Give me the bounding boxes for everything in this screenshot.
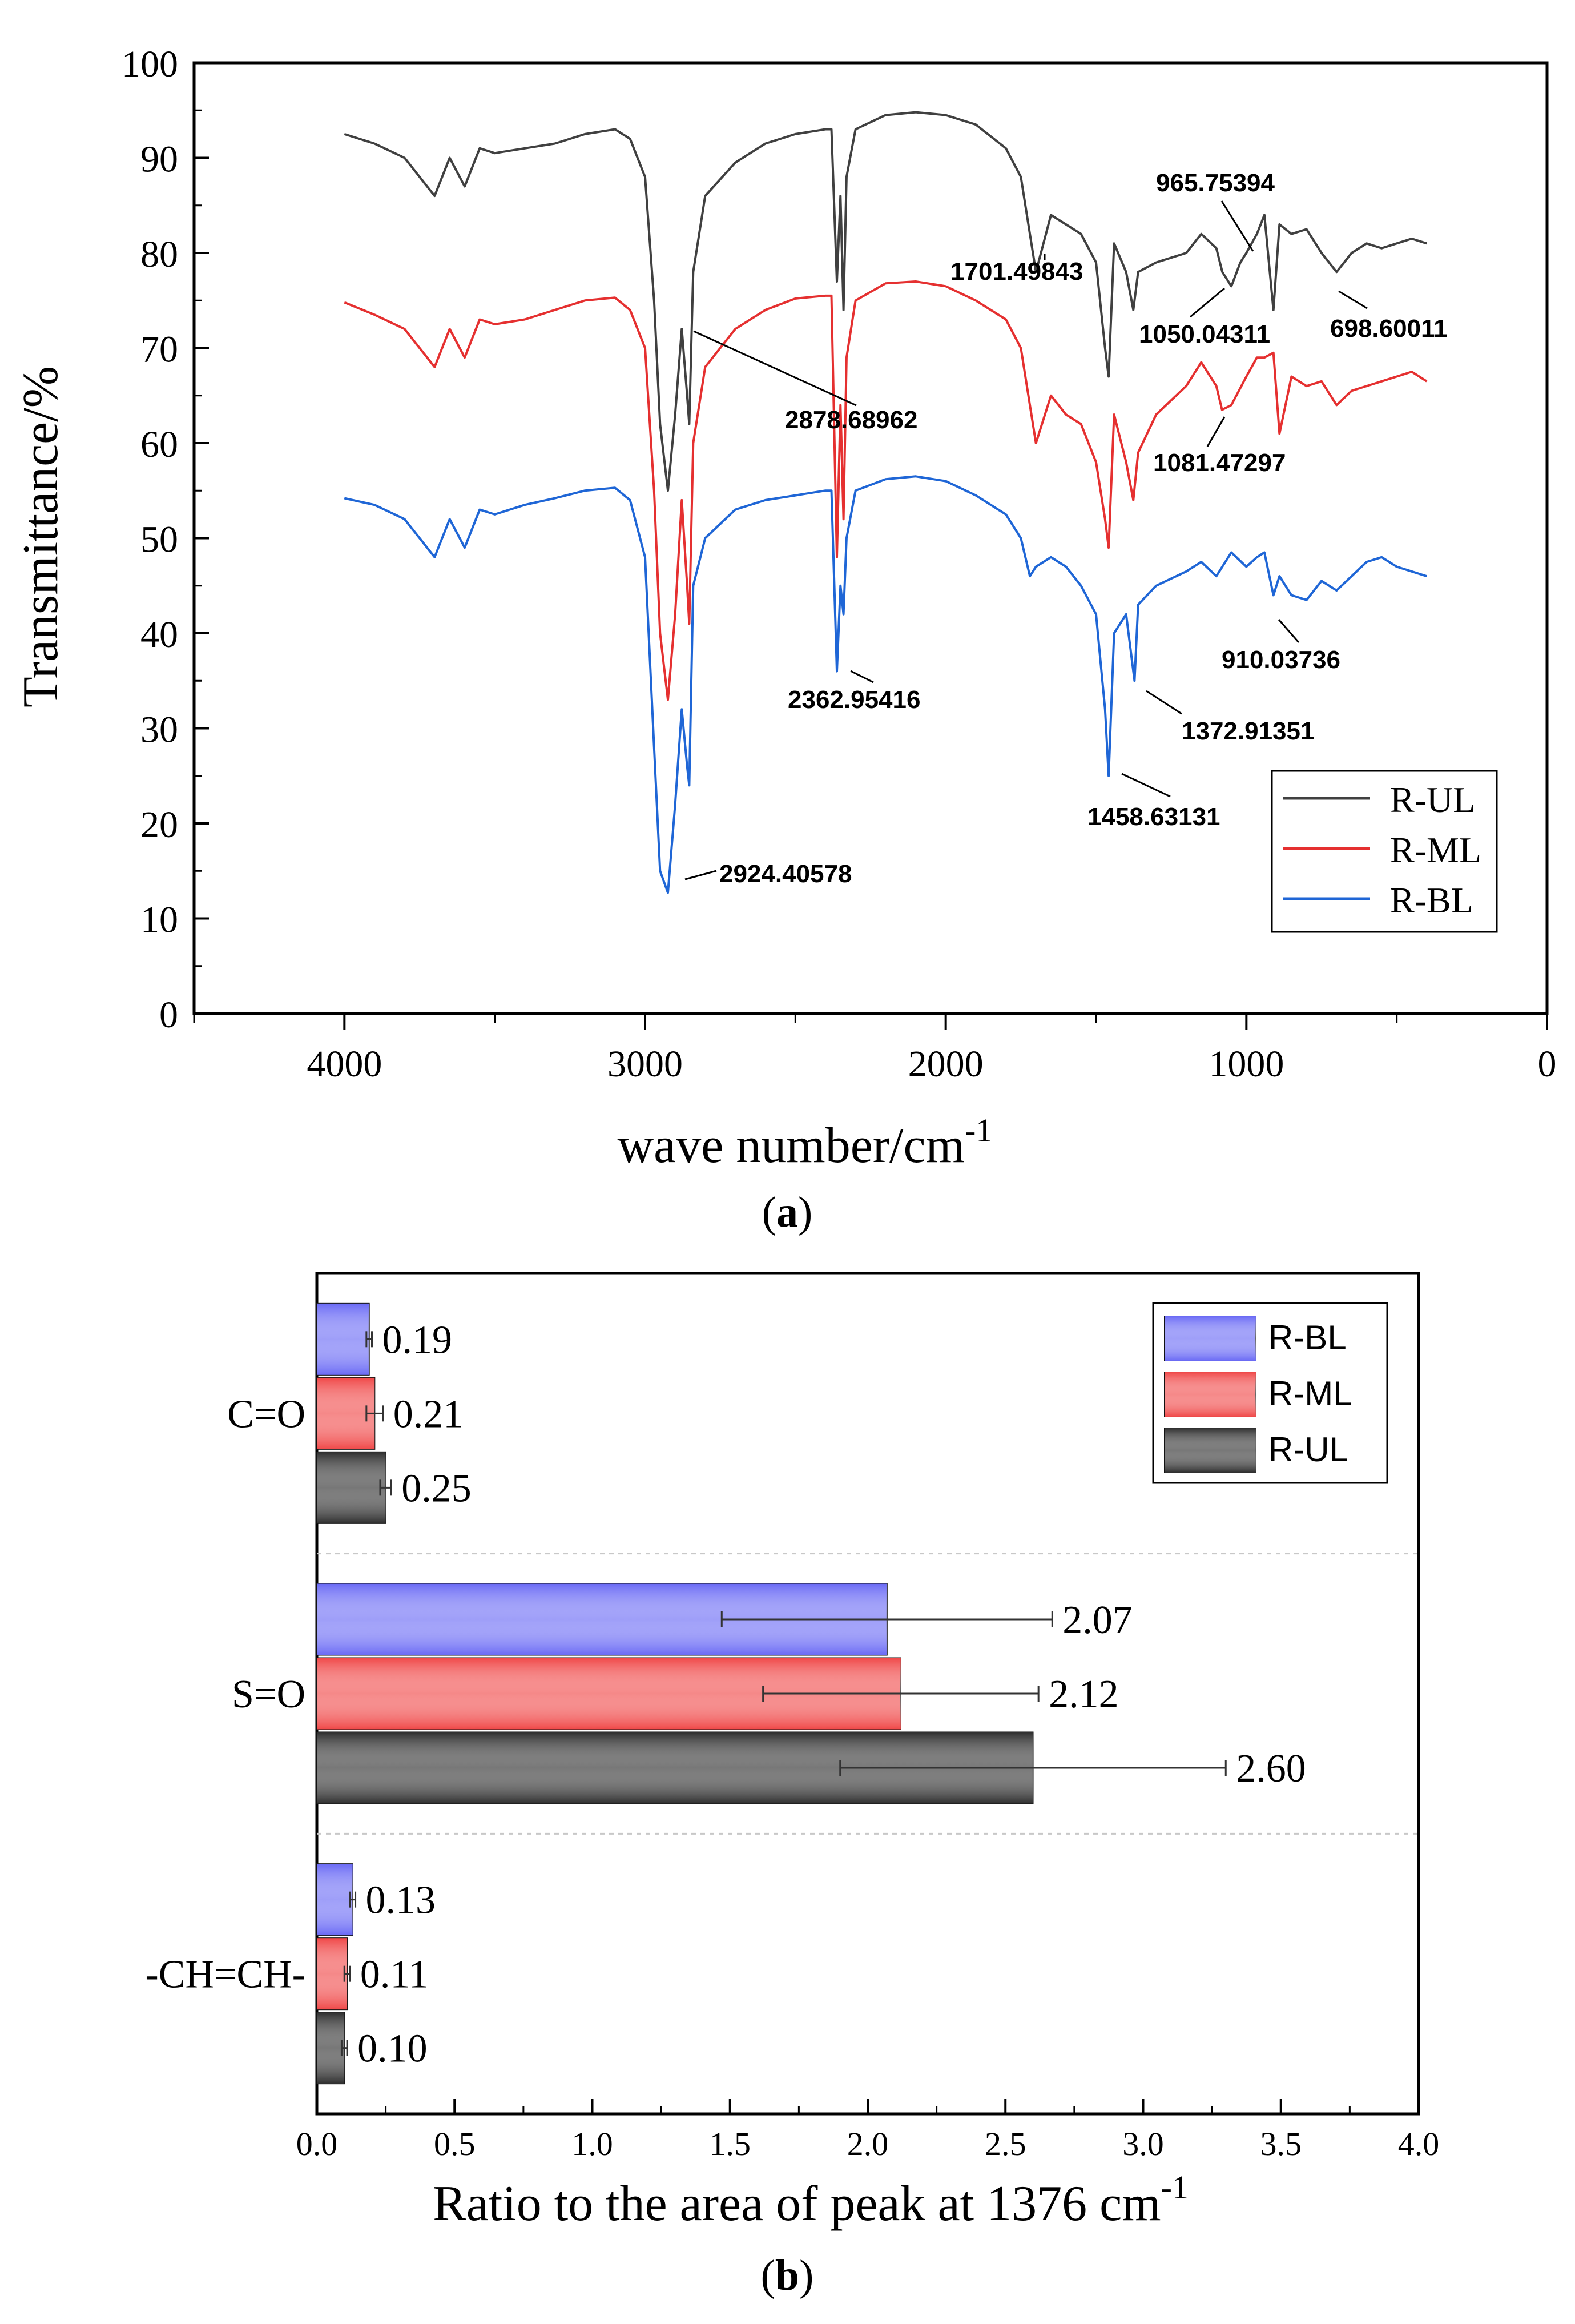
x-axis-b: 0.0 0.5 1.0 1.5 2.0 2.5 3.0 3.5 4.0 <box>296 2099 1440 2162</box>
bars: 0.19 0.21 0.25 2.07 2.12 2.60 0.13 0.11 0.10 <box>316 1302 1306 2085</box>
x-tick-label-b: 1.5 <box>710 2125 751 2162</box>
bar-shading <box>317 1377 375 1449</box>
peak-annotation-label: 1458.63131 <box>1087 803 1220 831</box>
peak-annotation-label: 965.75394 <box>1156 169 1275 197</box>
peak-annotation-label: 1701.49843 <box>950 258 1083 286</box>
panel-label-b: (b) <box>761 2251 814 2299</box>
peak-annotation-label: 1081.47297 <box>1153 449 1286 477</box>
series-line-r-bl <box>344 475 1427 894</box>
y-tick-label-a: 50 <box>140 519 178 561</box>
bar-value-label: 2.07 <box>1062 1598 1133 1642</box>
x-axis-label-b: Ratio to the area of peak at 1376 cm-1 <box>433 2169 1189 2231</box>
x-tick-label-a: 4000 <box>307 1043 382 1085</box>
spectrum-series <box>344 111 1428 894</box>
y-tick-label-a: 40 <box>140 614 178 656</box>
x-axis-label-a: wave number/cm-1 <box>618 1112 993 1173</box>
bar-shading <box>317 1452 386 1523</box>
bar-shading <box>317 2012 345 2084</box>
legend-label-a: R-BL <box>1390 880 1473 920</box>
annotation-leader <box>693 330 857 407</box>
ftir-spectrum-chart: 0 10 20 30 40 50 60 70 80 90 100 4000 3000 2000 1000 0… <box>13 43 1557 1236</box>
annotation-leader <box>1338 290 1368 309</box>
x-tick-label-a: 1000 <box>1209 1043 1284 1085</box>
legend-a: R-UL R-ML R-BL <box>1271 770 1498 933</box>
category-labels: C=O S=O -CH=CH- <box>145 1392 305 1996</box>
x-tick-label-b: 0.5 <box>434 2125 476 2162</box>
x-tick-label-b: 0.0 <box>296 2125 338 2162</box>
legend-label-b: R-UL <box>1268 1430 1348 1469</box>
legend-b: R-BL R-ML R-UL <box>1152 1302 1388 1484</box>
y-tick-label-a: 70 <box>140 329 178 371</box>
bar-shading <box>317 1303 369 1375</box>
peak-annotation-label: 2924.40578 <box>719 860 852 888</box>
annotation-leader <box>1278 619 1300 643</box>
peak-annotation-label: 698.60011 <box>1330 315 1448 343</box>
category-separators <box>317 1553 1419 1835</box>
bar-value-label: 0.11 <box>360 1953 429 1997</box>
y-tick-label-a: 90 <box>140 139 178 180</box>
legend-label-b: R-BL <box>1268 1318 1347 1357</box>
legend-swatch-shading <box>1165 1316 1256 1361</box>
annotation-leader <box>1206 416 1226 447</box>
peak-annotations: 965.75394 1701.49843 1050.04311 698.60011 28… <box>684 169 1448 888</box>
x-tick-label-a: 2000 <box>908 1043 984 1085</box>
bar-value-label: 0.10 <box>357 2027 428 2071</box>
legend-swatch-shading <box>1165 1372 1256 1417</box>
series-line-r-ml <box>344 280 1428 701</box>
x-tick-label-a: 3000 <box>607 1043 683 1085</box>
legend-swatch-shading <box>1165 1428 1256 1473</box>
annotation-leader <box>850 670 874 683</box>
x-axis-a: 4000 3000 2000 1000 0 <box>193 1014 1557 1085</box>
annotation-leader <box>684 870 717 880</box>
annotation-leader <box>1146 690 1182 715</box>
peak-annotation-label: 910.03736 <box>1222 646 1340 674</box>
y-axis-a: 0 10 20 30 40 50 60 70 80 90 100 <box>122 43 209 1036</box>
y-tick-label-a: 0 <box>159 994 178 1036</box>
x-tick-label-b: 4.0 <box>1398 2125 1440 2162</box>
y-tick-label-a: 30 <box>140 709 178 751</box>
legend-label-a: R-ML <box>1390 830 1481 870</box>
peak-annotation-label: 1050.04311 <box>1139 320 1270 348</box>
bar-value-label: 2.60 <box>1236 1747 1306 1791</box>
bar-value-label: 0.25 <box>401 1466 472 1510</box>
y-tick-label-a: 10 <box>140 899 178 941</box>
y-tick-label-a: 60 <box>140 424 178 465</box>
bar-value-label: 2.12 <box>1049 1672 1119 1716</box>
bar-value-label: 0.13 <box>366 1879 436 1923</box>
x-tick-label-b: 2.0 <box>847 2125 889 2162</box>
bar-shading <box>317 1864 353 1936</box>
category-label: S=O <box>232 1672 305 1716</box>
peak-annotation-label: 2878.68962 <box>785 406 917 434</box>
x-tick-label-b: 3.5 <box>1260 2125 1302 2162</box>
annotation-leader <box>1121 773 1171 798</box>
legend-label-b: R-ML <box>1268 1374 1352 1413</box>
peak-annotation-label: 1372.91351 <box>1182 717 1314 745</box>
annotation-leader <box>1220 200 1254 252</box>
peak-ratio-bar-chart: 0.19 0.21 0.25 2.07 2.12 2.60 0.13 0.11 0.10 C=O… <box>145 1272 1440 2299</box>
annotation-leader <box>1190 287 1225 318</box>
x-tick-label-a: 0 <box>1538 1043 1557 1085</box>
series-line-r-ul <box>344 111 1427 492</box>
y-tick-label-a: 20 <box>140 804 178 846</box>
category-label: C=O <box>227 1392 305 1436</box>
y-tick-label-a: 80 <box>140 234 178 275</box>
y-axis-label-a: Transmittance/% <box>13 366 69 707</box>
category-label: -CH=CH- <box>145 1953 305 1997</box>
peak-annotation-label: 2362.95416 <box>788 686 920 714</box>
x-tick-label-b: 1.0 <box>571 2125 613 2162</box>
bar-value-label: 0.21 <box>393 1392 464 1436</box>
bar-shading <box>317 1938 348 2010</box>
y-tick-label-a: 100 <box>122 43 178 85</box>
legend-label-a: R-UL <box>1390 779 1475 820</box>
panel-label-a: (a) <box>762 1188 813 1236</box>
x-tick-label-b: 3.0 <box>1122 2125 1164 2162</box>
bar-value-label: 0.19 <box>382 1318 453 1362</box>
x-tick-label-b: 2.5 <box>985 2125 1026 2162</box>
